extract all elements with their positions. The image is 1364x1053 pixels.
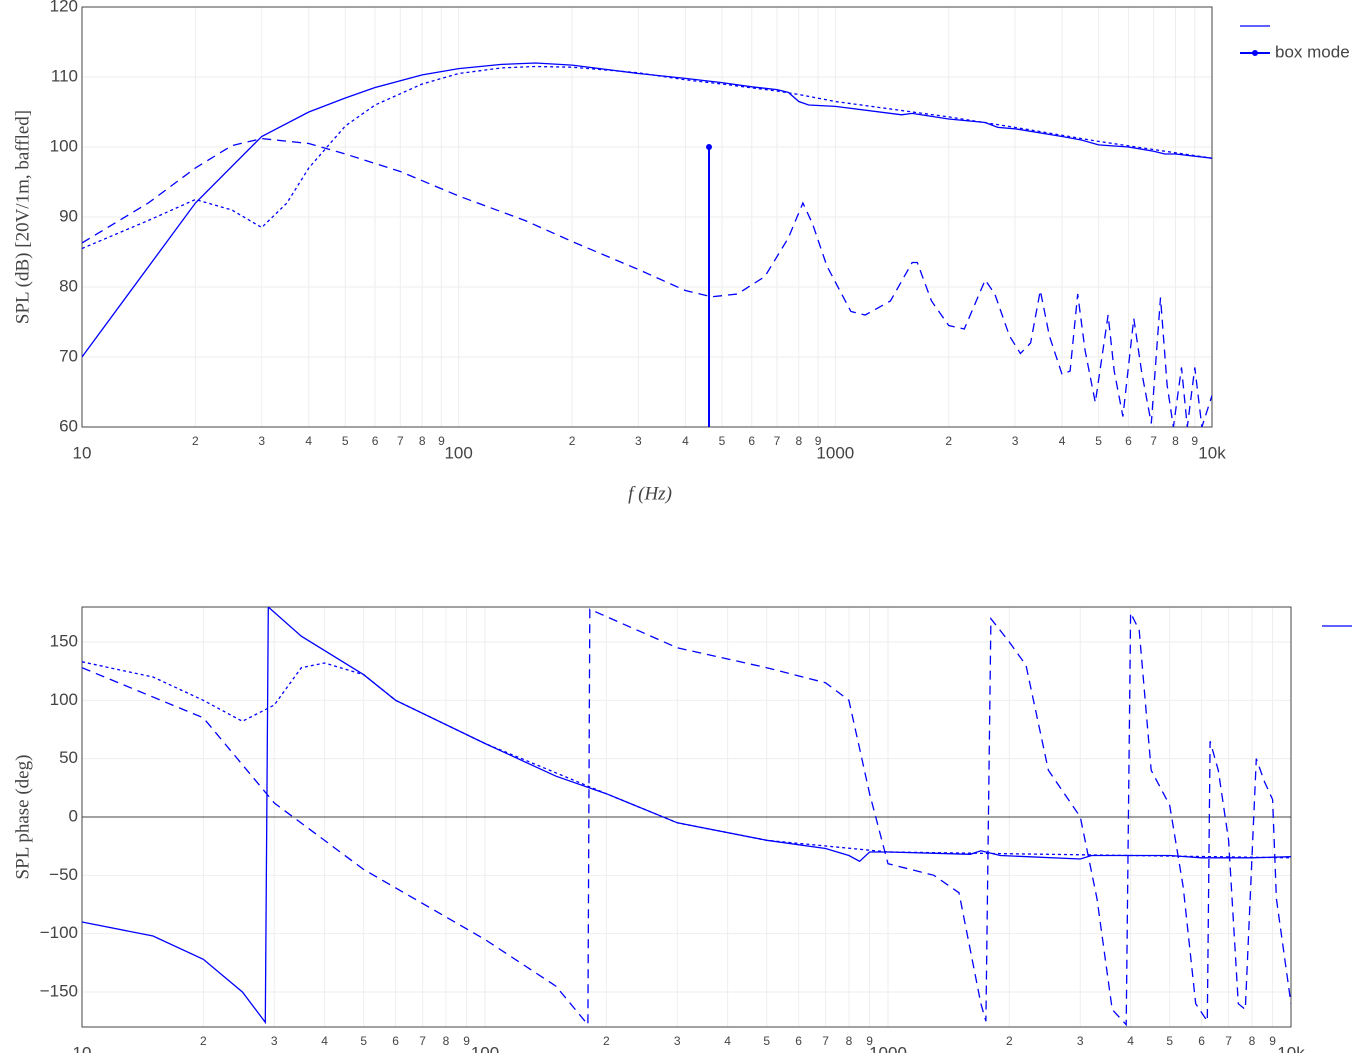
legend-marker [1252,50,1258,56]
y-tick-label: 60 [59,416,78,435]
x-axis-title: f (Hz) [628,483,672,504]
series-line [82,661,1291,859]
y-tick-label: 100 [50,136,78,155]
x-tick-label: 6 [1198,1034,1205,1048]
x-tick-label: 100 [471,1043,499,1053]
x-tick-label: 8 [846,1034,853,1048]
x-tick-label: 9 [815,434,822,448]
x-tick-label: 5 [719,434,726,448]
x-tick-label: 2 [192,434,199,448]
x-tick-label: 4 [1127,1034,1134,1048]
series-line [82,65,1212,250]
x-tick-label: 2 [945,434,952,448]
legend-label: box mode [1275,42,1350,61]
x-tick-label: 100 [444,443,472,462]
x-tick-label: 8 [419,434,426,448]
series-line [82,607,1291,1025]
x-tick-label: 9 [866,1034,873,1048]
x-tick-label: 8 [1249,1034,1256,1048]
y-tick-label: 0 [69,806,78,825]
x-tick-label: 4 [305,434,312,448]
x-tick-label: 1000 [869,1043,907,1053]
y-tick-label: 150 [50,631,78,650]
series-line [82,608,1291,1027]
x-tick-label: 1000 [816,443,854,462]
x-tick-label: 3 [1077,1034,1084,1048]
x-tick-label: 3 [635,434,642,448]
x-tick-label: 7 [1150,434,1157,448]
x-tick-label: 6 [1125,434,1132,448]
x-tick-label: 10k [1277,1043,1305,1053]
x-tick-label: 2 [1006,1034,1013,1048]
x-tick-label: 8 [443,1034,450,1048]
y-axis-title: SPL (dB) [20V/1m, baffled] [12,110,33,324]
x-tick-label: 3 [271,1034,278,1048]
y-tick-label: −100 [40,923,78,942]
y-tick-label: 90 [59,206,78,225]
series-line [82,62,1212,358]
x-tick-label: 7 [774,434,781,448]
x-tick-label: 6 [372,434,379,448]
x-tick-label: 10 [73,1043,92,1053]
x-tick-label: 4 [724,1034,731,1048]
x-tick-label: 4 [1059,434,1066,448]
x-tick-label: 8 [795,434,802,448]
x-tick-label: 3 [674,1034,681,1048]
x-tick-label: 10 [73,443,92,462]
y-tick-label: 80 [59,276,78,295]
x-tick-label: 7 [397,434,404,448]
y-axis-title: SPL phase (deg) [12,755,33,880]
x-tick-label: 5 [342,434,349,448]
y-tick-label: 50 [59,748,78,767]
y-tick-label: −150 [40,981,78,1000]
x-tick-label: 5 [1095,434,1102,448]
stem-marker [706,144,713,150]
x-tick-label: 9 [463,1034,470,1048]
x-tick-label: 6 [748,434,755,448]
y-tick-label: −50 [49,865,78,884]
y-tick-label: 100 [50,690,78,709]
series-line [82,137,1212,427]
y-tick-label: 110 [51,66,78,85]
y-tick-label: 120 [50,0,78,15]
x-tick-label: 9 [438,434,445,448]
x-tick-label: 4 [321,1034,328,1048]
plot-frame [81,6,1213,428]
x-tick-label: 3 [1012,434,1019,448]
plot-area [82,62,1212,427]
x-tick-label: 10k [1198,443,1226,462]
x-tick-label: 8 [1172,434,1179,448]
x-tick-label: 6 [392,1034,399,1048]
plot-frame [81,606,1292,1028]
x-tick-label: 7 [1225,1034,1232,1048]
x-tick-label: 5 [1166,1034,1173,1048]
x-tick-label: 5 [763,1034,770,1048]
x-tick-label: 7 [419,1034,426,1048]
plot-area [82,607,1291,1027]
x-tick-label: 5 [360,1034,367,1048]
y-tick-label: 70 [59,346,78,365]
x-tick-label: 3 [258,434,265,448]
x-tick-label: 2 [569,434,576,448]
x-tick-label: 6 [795,1034,802,1048]
x-tick-label: 9 [1191,434,1198,448]
x-tick-label: 4 [682,434,689,448]
x-tick-label: 2 [200,1034,207,1048]
x-tick-label: 2 [603,1034,610,1048]
x-tick-label: 7 [822,1034,829,1048]
x-tick-label: 9 [1269,1034,1276,1048]
